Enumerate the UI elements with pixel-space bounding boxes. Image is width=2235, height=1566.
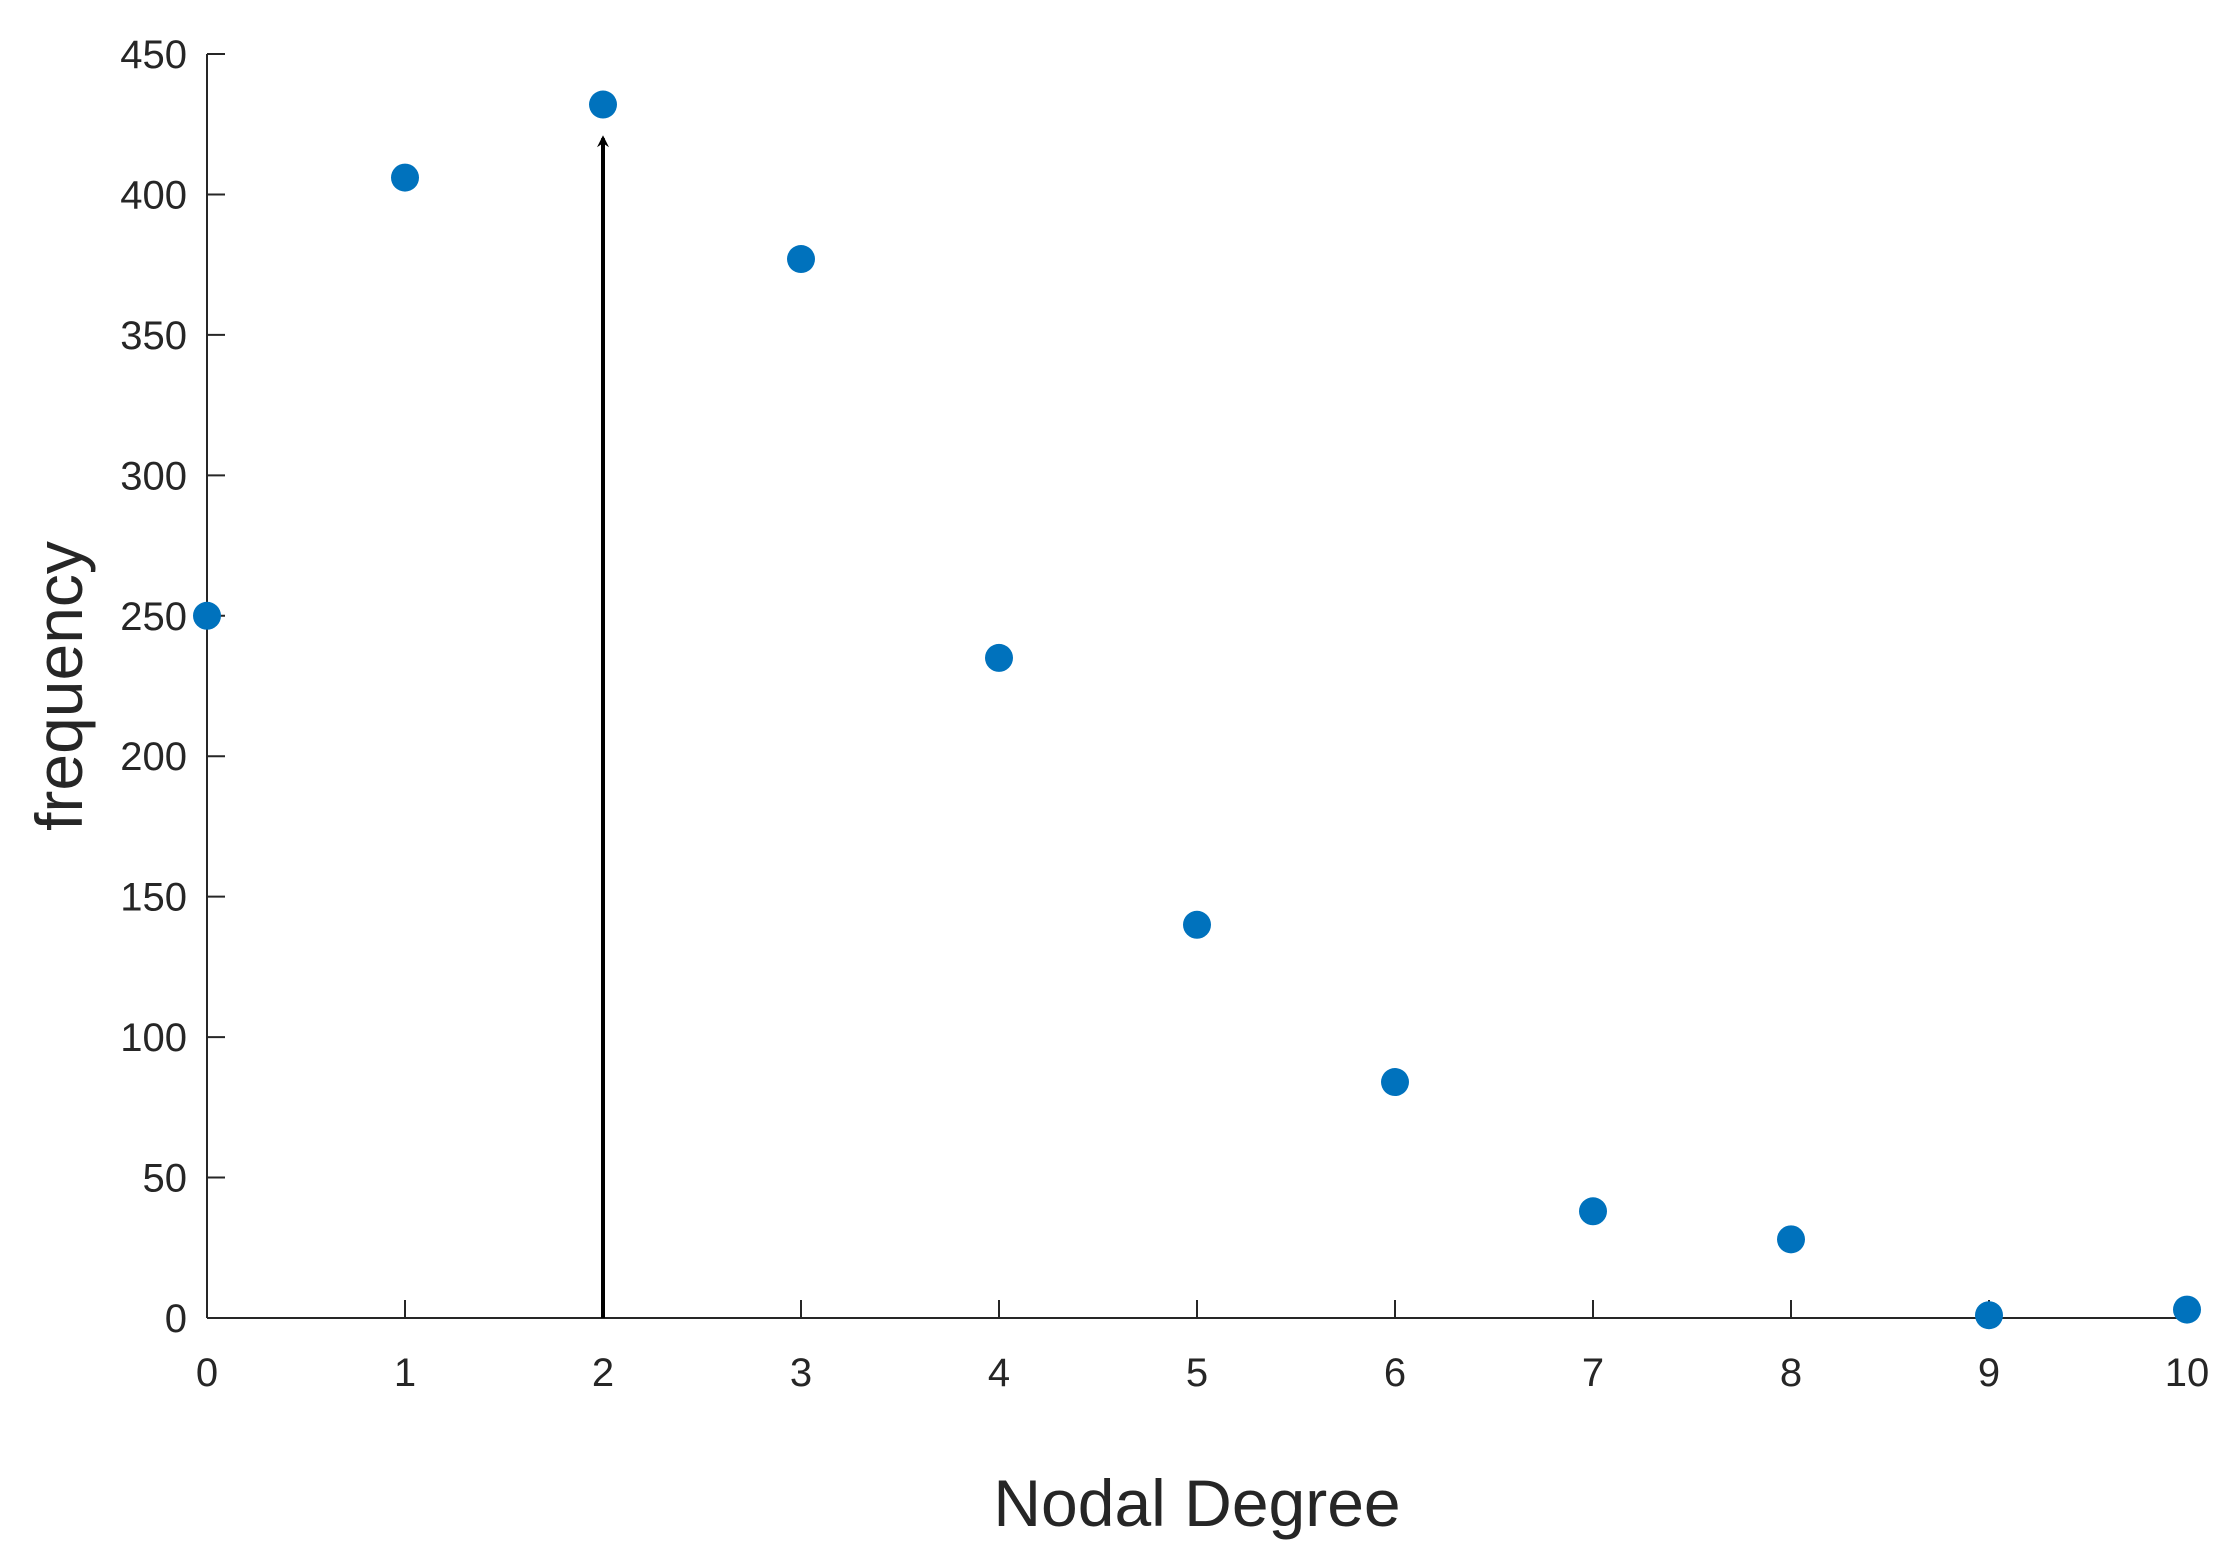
data-point bbox=[787, 245, 815, 274]
x-tick-label: 8 bbox=[1780, 1351, 1802, 1395]
y-tick-label: 150 bbox=[120, 876, 187, 920]
x-tick-label: 2 bbox=[592, 1351, 614, 1395]
x-tick-label: 7 bbox=[1582, 1351, 1604, 1395]
data-point bbox=[985, 643, 1013, 672]
data-point bbox=[193, 601, 221, 630]
y-tick-label: 300 bbox=[120, 454, 187, 498]
data-point bbox=[1579, 1197, 1607, 1226]
y-tick-label: 450 bbox=[120, 33, 187, 77]
y-tick-label: 200 bbox=[120, 735, 187, 779]
x-tick-label: 5 bbox=[1186, 1351, 1208, 1395]
y-tick-label: 0 bbox=[165, 1297, 187, 1341]
y-axis-title: frequency bbox=[22, 541, 96, 831]
x-tick-label: 3 bbox=[790, 1351, 812, 1395]
y-tick-label: 250 bbox=[120, 595, 187, 639]
y-tick-label: 400 bbox=[120, 173, 187, 217]
data-point bbox=[391, 163, 419, 192]
x-tick-label: 0 bbox=[196, 1351, 218, 1395]
y-tick-label: 50 bbox=[143, 1157, 188, 1201]
x-axis-title: Nodal Degree bbox=[993, 1466, 1400, 1540]
data-point bbox=[1777, 1225, 1805, 1254]
data-points bbox=[193, 90, 2201, 1330]
x-tick-label: 4 bbox=[988, 1351, 1010, 1395]
x-tick-label: 6 bbox=[1384, 1351, 1406, 1395]
x-tick-label: 10 bbox=[2165, 1351, 2210, 1395]
data-point bbox=[1381, 1068, 1409, 1097]
y-tick-label: 100 bbox=[120, 1016, 187, 1060]
data-point bbox=[1183, 910, 1211, 939]
x-tick-label: 1 bbox=[394, 1351, 416, 1395]
data-point bbox=[1975, 1301, 2003, 1330]
data-point bbox=[589, 90, 617, 119]
x-tick-label: 9 bbox=[1978, 1351, 2000, 1395]
axes bbox=[206, 54, 2187, 1319]
y-tick-label: 350 bbox=[120, 314, 187, 358]
data-point bbox=[2173, 1295, 2201, 1324]
